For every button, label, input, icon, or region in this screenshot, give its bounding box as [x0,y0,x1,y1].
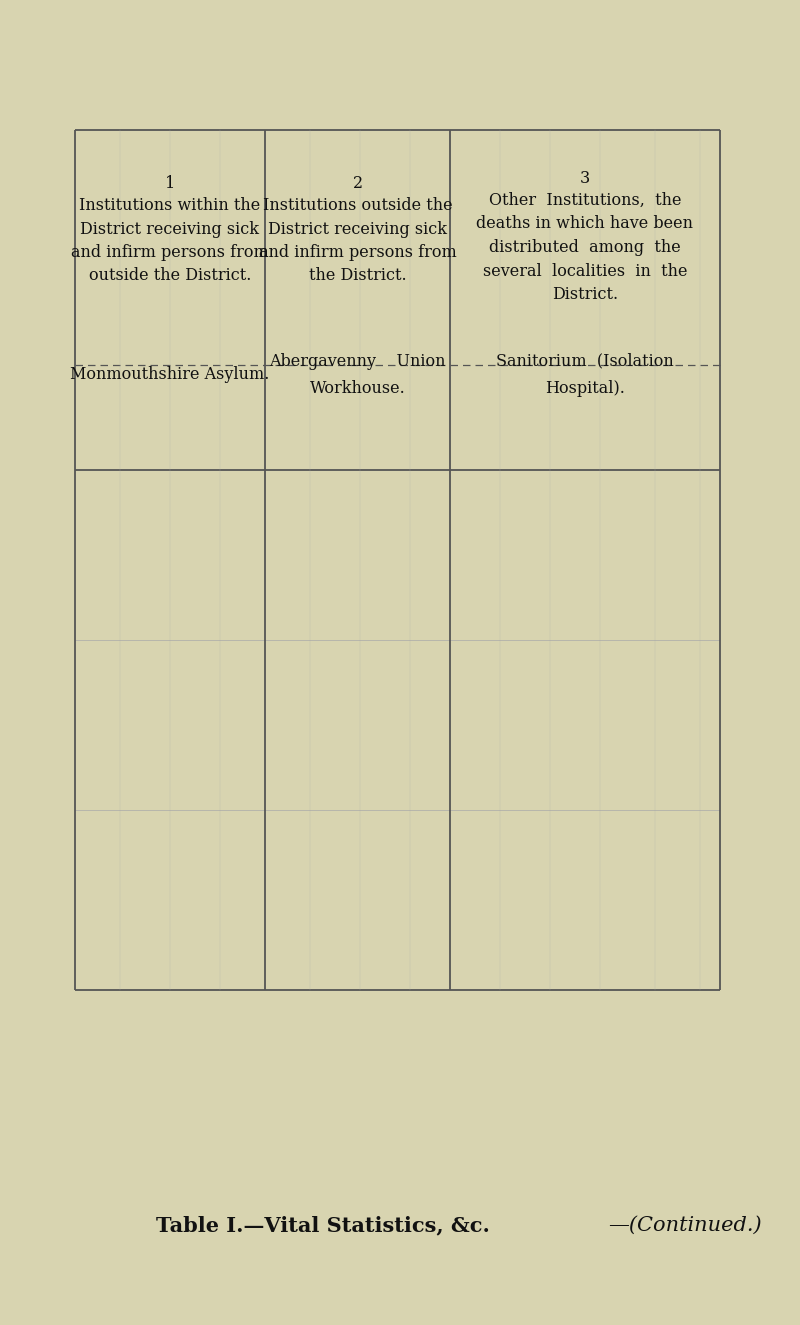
Text: Other  Institutions,  the
deaths in which have been
distributed  among  the
seve: Other Institutions, the deaths in which … [477,192,694,303]
Text: Sanitorium  (Isolation
Hospital).: Sanitorium (Isolation Hospital). [496,352,674,398]
Text: 1: 1 [165,175,175,192]
Text: Abergavenny    Union
Workhouse.: Abergavenny Union Workhouse. [270,352,446,398]
Text: Institutions outside the
District receiving sick
and infirm persons from
the Dis: Institutions outside the District receiv… [258,197,456,285]
Text: —(Continued.): —(Continued.) [608,1216,762,1235]
Text: 3: 3 [580,170,590,187]
Text: 2: 2 [353,175,362,192]
Text: Institutions within the
District receiving sick
and infirm persons from
outside : Institutions within the District receivi… [71,197,269,285]
Text: Table I.—Vital Statistics, &c.: Table I.—Vital Statistics, &c. [156,1215,490,1236]
Text: Monmouthshire Asylum.: Monmouthshire Asylum. [70,366,270,383]
